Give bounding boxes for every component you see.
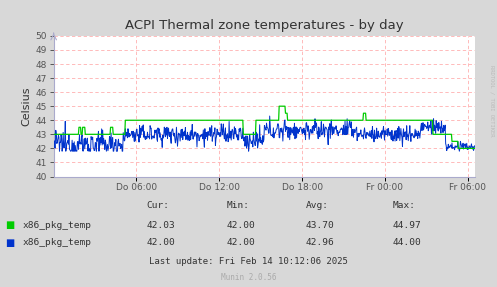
Text: ■: ■ [5,238,14,247]
Text: 43.70: 43.70 [306,221,334,230]
Text: 42.00: 42.00 [226,238,255,247]
Text: RRDTOOL / TOBI OETIKER: RRDTOOL / TOBI OETIKER [490,65,495,136]
Text: Min:: Min: [226,201,249,210]
Text: 42.00: 42.00 [147,238,175,247]
Text: ■: ■ [5,220,14,230]
Text: Cur:: Cur: [147,201,169,210]
Text: Max:: Max: [393,201,415,210]
Text: x86_pkg_temp: x86_pkg_temp [22,221,91,230]
Text: x86_pkg_temp: x86_pkg_temp [22,238,91,247]
Text: 42.96: 42.96 [306,238,334,247]
Title: ACPI Thermal zone temperatures - by day: ACPI Thermal zone temperatures - by day [125,19,404,32]
Text: 42.00: 42.00 [226,221,255,230]
Text: 44.00: 44.00 [393,238,421,247]
Text: Munin 2.0.56: Munin 2.0.56 [221,273,276,282]
Text: 44.97: 44.97 [393,221,421,230]
Y-axis label: Celsius: Celsius [21,86,31,126]
Text: Avg:: Avg: [306,201,329,210]
Text: Last update: Fri Feb 14 10:12:06 2025: Last update: Fri Feb 14 10:12:06 2025 [149,257,348,266]
Text: 42.03: 42.03 [147,221,175,230]
